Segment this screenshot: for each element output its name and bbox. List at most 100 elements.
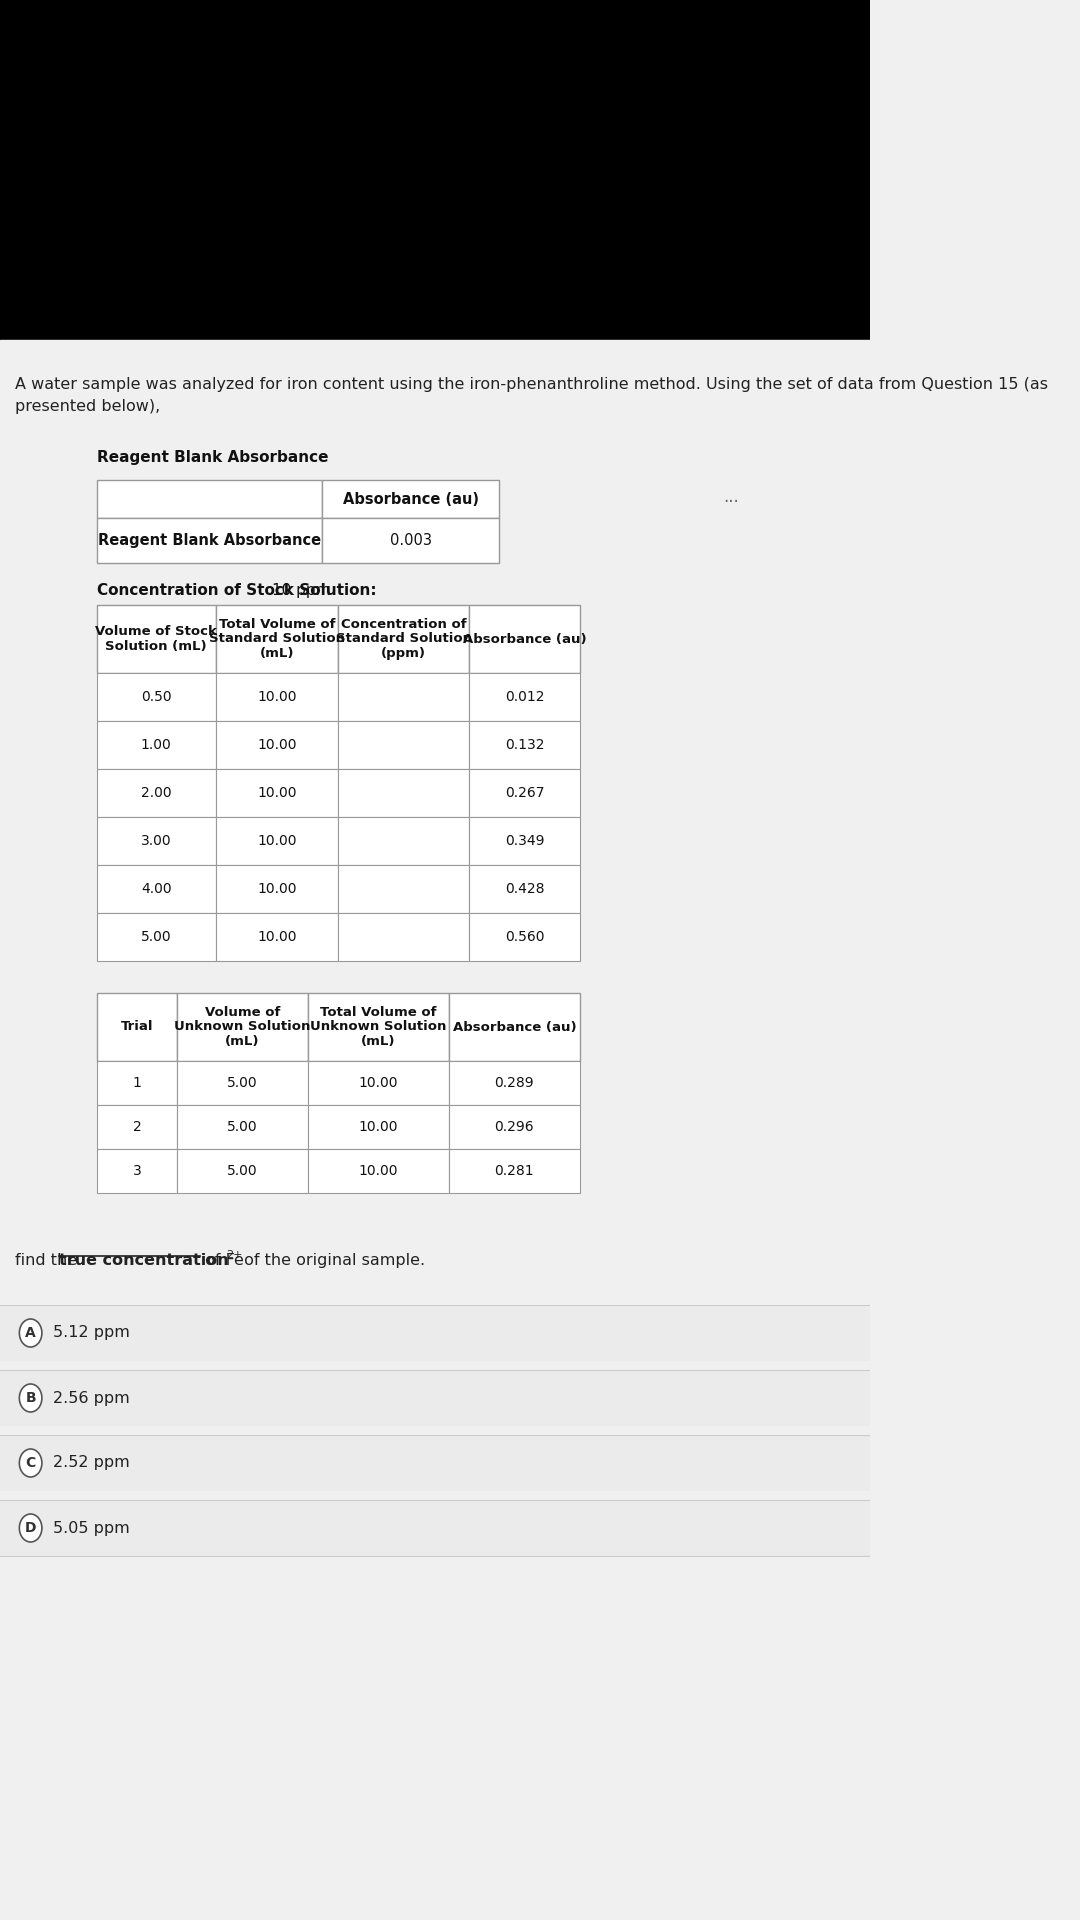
Bar	[0, 1371, 870, 1427]
Bar	[338, 914, 469, 962]
Bar	[448, 1062, 580, 1106]
Text: 10.00: 10.00	[257, 833, 297, 849]
Bar	[97, 518, 322, 563]
Text: 10 ppm: 10 ppm	[272, 584, 330, 597]
Text: 3.00: 3.00	[141, 833, 172, 849]
Bar	[0, 1500, 870, 1555]
Bar	[216, 674, 338, 722]
Bar	[97, 722, 216, 770]
Text: 0.132: 0.132	[504, 737, 544, 753]
Text: 0.012: 0.012	[504, 689, 544, 705]
Text: 0.428: 0.428	[504, 881, 544, 897]
Text: of Fe: of Fe	[200, 1254, 244, 1267]
Text: Concentration of Stock Solution:: Concentration of Stock Solution:	[97, 584, 376, 597]
Bar	[216, 818, 338, 866]
Bar	[338, 674, 469, 722]
Bar	[322, 480, 499, 518]
Text: 10.00: 10.00	[257, 689, 297, 705]
Text: Absorbance (au): Absorbance (au)	[342, 492, 478, 507]
Text: Total Volume of
Unknown Solution
(mL): Total Volume of Unknown Solution (mL)	[310, 1006, 446, 1048]
Bar	[469, 674, 580, 722]
Bar	[338, 605, 469, 674]
Bar	[0, 340, 870, 1920]
Text: 0.289: 0.289	[495, 1075, 535, 1091]
Bar	[469, 914, 580, 962]
Text: 0.267: 0.267	[504, 785, 544, 801]
Bar	[308, 1106, 448, 1148]
Text: 2.56 ppm: 2.56 ppm	[53, 1390, 130, 1405]
Text: ...: ...	[724, 488, 739, 507]
Bar	[177, 1106, 308, 1148]
Bar	[0, 1306, 870, 1361]
Text: true concentration: true concentration	[58, 1254, 229, 1267]
Text: 0.281: 0.281	[495, 1164, 535, 1179]
Text: Volume of
Unknown Solution
(mL): Volume of Unknown Solution (mL)	[174, 1006, 311, 1048]
Bar	[97, 674, 216, 722]
Bar	[448, 1148, 580, 1192]
Text: 2.52 ppm: 2.52 ppm	[53, 1455, 130, 1471]
Bar	[177, 1062, 308, 1106]
Text: 10.00: 10.00	[257, 881, 297, 897]
Bar	[308, 993, 448, 1062]
Bar	[338, 866, 469, 914]
Bar	[216, 770, 338, 818]
Bar	[322, 518, 499, 563]
Text: Concentration of
Standard Solution
(ppm): Concentration of Standard Solution (ppm)	[336, 618, 472, 660]
Bar	[448, 993, 580, 1062]
Bar	[308, 1062, 448, 1106]
Text: 5.00: 5.00	[141, 929, 172, 945]
Text: 3: 3	[133, 1164, 141, 1179]
Text: Absorbance (au): Absorbance (au)	[462, 632, 586, 645]
Text: C: C	[26, 1455, 36, 1471]
Text: 5.00: 5.00	[227, 1119, 258, 1135]
Bar	[97, 605, 216, 674]
Bar	[97, 914, 216, 962]
Text: 4.00: 4.00	[141, 881, 172, 897]
Text: 0.296: 0.296	[495, 1119, 535, 1135]
Text: 0.560: 0.560	[504, 929, 544, 945]
Text: 10.00: 10.00	[359, 1164, 399, 1179]
Text: 0.349: 0.349	[504, 833, 544, 849]
Text: 2: 2	[133, 1119, 141, 1135]
Bar	[469, 722, 580, 770]
Text: Volume of Stock
Solution (mL): Volume of Stock Solution (mL)	[95, 626, 217, 653]
Text: find the: find the	[14, 1254, 82, 1267]
Text: 5.05 ppm: 5.05 ppm	[53, 1521, 130, 1536]
Text: 0.003: 0.003	[390, 534, 432, 547]
Bar	[469, 818, 580, 866]
Bar	[216, 866, 338, 914]
Bar	[448, 1106, 580, 1148]
Text: 10.00: 10.00	[257, 929, 297, 945]
Bar	[177, 993, 308, 1062]
Bar	[216, 914, 338, 962]
Text: 10.00: 10.00	[359, 1075, 399, 1091]
Bar	[216, 605, 338, 674]
Bar	[338, 770, 469, 818]
Bar	[469, 770, 580, 818]
Circle shape	[19, 1384, 42, 1411]
Bar	[216, 722, 338, 770]
Circle shape	[19, 1450, 42, 1476]
Text: A water sample was analyzed for iron content using the iron-phenanthroline metho: A water sample was analyzed for iron con…	[14, 376, 1048, 392]
Bar	[0, 1434, 870, 1492]
Text: 10.00: 10.00	[359, 1119, 399, 1135]
Text: 5.12 ppm: 5.12 ppm	[53, 1325, 130, 1340]
Text: Total Volume of
Standard Solution
(mL): Total Volume of Standard Solution (mL)	[210, 618, 346, 660]
Text: Trial: Trial	[121, 1021, 153, 1033]
Text: of the original sample.: of the original sample.	[240, 1254, 426, 1267]
Text: Absorbance (au): Absorbance (au)	[453, 1021, 577, 1033]
Bar	[97, 1062, 177, 1106]
Bar	[97, 1106, 177, 1148]
Text: A: A	[25, 1327, 36, 1340]
Bar	[177, 1148, 308, 1192]
Text: 10.00: 10.00	[257, 785, 297, 801]
Bar	[97, 770, 216, 818]
Circle shape	[19, 1319, 42, 1348]
Bar	[469, 866, 580, 914]
Circle shape	[19, 1515, 42, 1542]
Text: 1: 1	[133, 1075, 141, 1091]
Bar	[97, 1148, 177, 1192]
Text: Reagent Blank Absorbance: Reagent Blank Absorbance	[98, 534, 321, 547]
Bar	[97, 480, 322, 518]
Text: 1.00: 1.00	[140, 737, 172, 753]
